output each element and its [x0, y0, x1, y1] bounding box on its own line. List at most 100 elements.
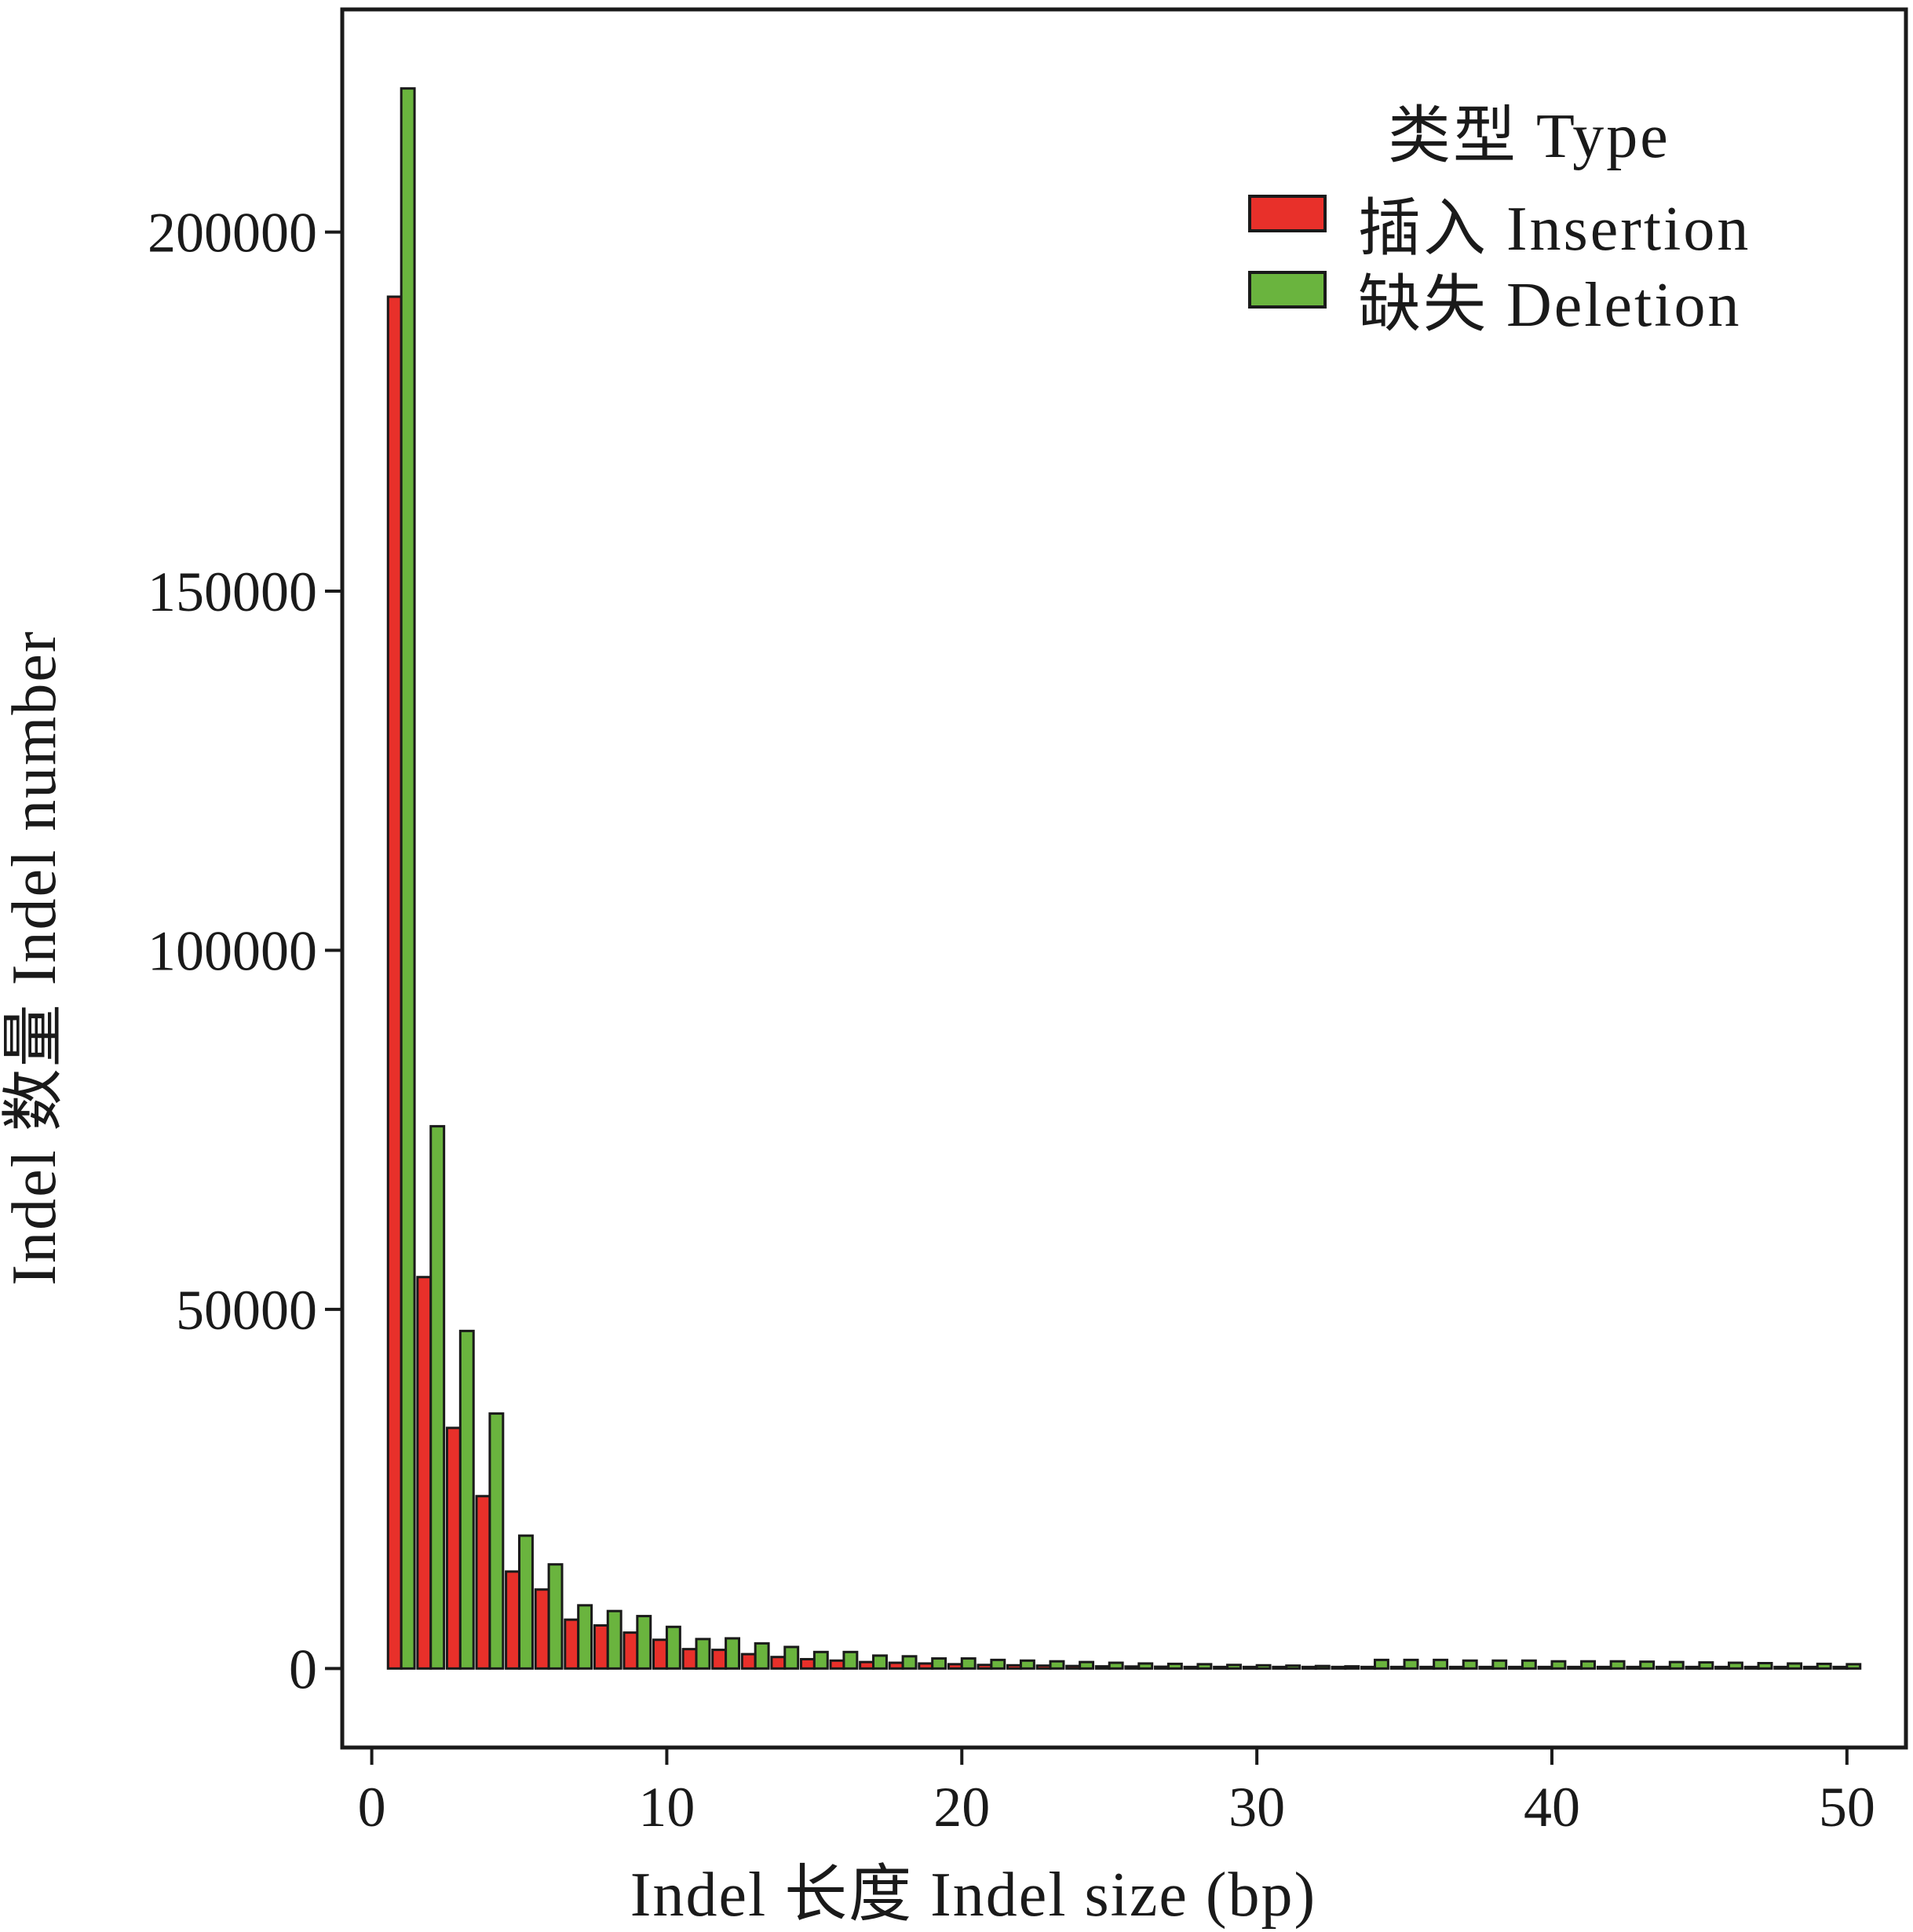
bar-insertion-6	[534, 1588, 550, 1670]
bar-deletion-9	[636, 1615, 652, 1670]
bar-deletion-35	[1403, 1658, 1419, 1670]
bar-insertion-26	[1124, 1665, 1141, 1670]
bar-insertion-32	[1301, 1665, 1317, 1670]
bar-deletion-14	[783, 1645, 800, 1670]
bar-insertion-21	[977, 1664, 993, 1670]
bar-insertion-37	[1448, 1665, 1465, 1670]
legend-swatch-deletion	[1248, 271, 1327, 309]
bar-deletion-8	[606, 1609, 622, 1670]
bar-deletion-21	[990, 1658, 1006, 1670]
bar-insertion-24	[1065, 1664, 1082, 1670]
y-tick-label: 50000	[176, 1279, 317, 1342]
bar-deletion-5	[518, 1534, 534, 1670]
x-tick-label: 20	[933, 1776, 990, 1839]
y-tick-label: 150000	[148, 561, 317, 623]
bar-deletion-41	[1580, 1660, 1596, 1670]
bar-insertion-39	[1507, 1665, 1524, 1670]
bar-deletion-27	[1166, 1662, 1183, 1670]
bar-deletion-47	[1757, 1662, 1773, 1670]
bar-deletion-33	[1344, 1665, 1360, 1670]
bar-insertion-44	[1655, 1665, 1671, 1670]
bar-insertion-5	[505, 1570, 521, 1670]
bar-deletion-50	[1845, 1663, 1862, 1670]
x-tick-label: 50	[1819, 1776, 1875, 1839]
x-tick-label: 10	[638, 1776, 695, 1839]
legend: 类型 Type 插入 Insertion 缺失 Deletion	[1248, 102, 1748, 340]
bar-insertion-22	[1006, 1664, 1022, 1670]
bar-insertion-40	[1537, 1665, 1553, 1670]
bar-insertion-9	[622, 1631, 639, 1670]
bar-insertion-7	[564, 1618, 580, 1670]
bar-insertion-27	[1153, 1665, 1170, 1670]
bar-deletion-49	[1816, 1662, 1832, 1670]
bar-insertion-10	[652, 1638, 668, 1670]
bar-insertion-29	[1213, 1665, 1229, 1670]
legend-title: 类型 Type	[1388, 102, 1670, 171]
y-axis: 0 50000 100000 150000 200000	[148, 202, 342, 1700]
bar-insertion-31	[1272, 1665, 1288, 1670]
bar-deletion-22	[1019, 1659, 1035, 1670]
bar-deletion-39	[1521, 1659, 1537, 1670]
y-tick-label: 0	[289, 1638, 317, 1700]
bar-insertion-13	[740, 1653, 757, 1670]
bar-insertion-36	[1419, 1665, 1436, 1670]
bar-deletion-32	[1314, 1664, 1331, 1670]
legend-swatch-insertion	[1248, 195, 1327, 232]
bar-deletion-38	[1491, 1659, 1508, 1670]
bar-insertion-20	[947, 1663, 963, 1670]
bar-deletion-31	[1285, 1664, 1301, 1670]
bar-insertion-30	[1242, 1665, 1258, 1670]
bar-deletion-26	[1137, 1662, 1154, 1670]
legend-label-deletion: 缺失 Deletion	[1358, 271, 1741, 340]
bar-deletion-42	[1609, 1660, 1626, 1670]
bar-deletion-13	[754, 1642, 770, 1670]
bar-insertion-47	[1743, 1665, 1760, 1670]
bar-insertion-11	[681, 1648, 698, 1670]
y-axis-title: Indel 数量 Indel number	[0, 630, 69, 1285]
bar-deletion-40	[1550, 1660, 1567, 1670]
bar-deletion-28	[1196, 1663, 1213, 1670]
bar-deletion-18	[901, 1655, 918, 1670]
bar-deletion-46	[1727, 1661, 1743, 1670]
bars-group	[386, 87, 1862, 1670]
bar-insertion-16	[829, 1659, 845, 1670]
bar-deletion-37	[1462, 1659, 1478, 1670]
bar-insertion-25	[1094, 1665, 1111, 1670]
bar-deletion-6	[547, 1563, 564, 1670]
bar-deletion-25	[1108, 1661, 1124, 1670]
bar-insertion-12	[711, 1649, 728, 1670]
bar-deletion-15	[812, 1650, 829, 1670]
bar-deletion-3	[458, 1329, 475, 1670]
bar-insertion-35	[1389, 1665, 1406, 1670]
bar-insertion-42	[1596, 1665, 1612, 1670]
x-tick-label: 40	[1524, 1776, 1580, 1839]
bar-deletion-34	[1373, 1658, 1389, 1670]
bar-insertion-41	[1567, 1665, 1583, 1670]
x-axis-title: Indel 长度 Indel size (bp)	[630, 1861, 1316, 1930]
bar-deletion-45	[1698, 1661, 1714, 1670]
bar-insertion-18	[888, 1661, 904, 1670]
bar-insertion-23	[1035, 1664, 1052, 1670]
bar-deletion-12	[725, 1637, 741, 1670]
bar-insertion-3	[445, 1426, 462, 1670]
x-tick-label: 30	[1228, 1776, 1285, 1839]
bar-deletion-11	[695, 1638, 711, 1670]
y-tick-label: 200000	[148, 202, 317, 265]
bar-deletion-29	[1226, 1664, 1242, 1670]
bar-insertion-19	[918, 1662, 934, 1670]
bar-insertion-15	[799, 1657, 816, 1670]
bar-insertion-38	[1478, 1665, 1495, 1670]
bar-deletion-24	[1079, 1660, 1095, 1670]
bar-insertion-46	[1714, 1665, 1730, 1670]
x-tick-label: 0	[358, 1776, 386, 1839]
bar-insertion-33	[1331, 1665, 1347, 1670]
bar-deletion-36	[1433, 1658, 1449, 1670]
bar-deletion-23	[1049, 1660, 1065, 1670]
bar-insertion-45	[1685, 1665, 1701, 1670]
bar-insertion-48	[1773, 1665, 1790, 1670]
bar-deletion-17	[872, 1654, 888, 1670]
bar-insertion-34	[1360, 1665, 1376, 1670]
bar-deletion-44	[1668, 1660, 1685, 1670]
bar-deletion-43	[1639, 1660, 1656, 1670]
x-axis: 0 10 20 30 40 50	[358, 1748, 1875, 1839]
